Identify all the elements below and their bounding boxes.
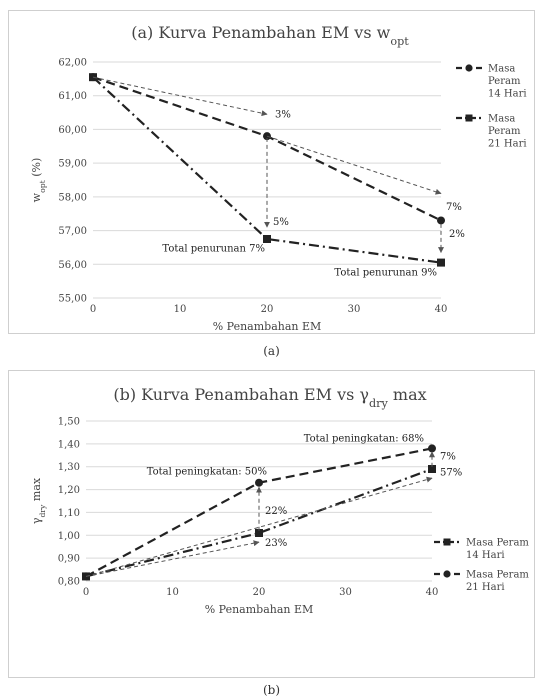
annotation-b-5: Total peningkatan: 68% — [304, 434, 424, 445]
y-tick-label-a: 62,00 — [58, 58, 87, 69]
annotation-a-4: Total penurunan 7% — [162, 243, 265, 254]
y-tick-label-b: 1,00 — [58, 531, 80, 542]
legend-label-a-1: Masa — [488, 114, 515, 125]
y-tick-label-a: 55,00 — [58, 294, 87, 305]
annotation-b-1: 23% — [265, 538, 287, 549]
annotation-b-2: 7% — [440, 451, 456, 462]
ann-arrow-a-1 — [266, 135, 442, 195]
y-tick-label-a: 56,00 — [58, 260, 87, 271]
legend-marker-a-1 — [465, 114, 473, 122]
chart-panel-a — [8, 10, 535, 334]
x-tick-label-b: 30 — [339, 587, 352, 598]
ann-arrow-a-0 — [92, 76, 268, 117]
data-point-a-1 — [437, 258, 445, 267]
data-point-b-0 — [255, 529, 263, 537]
y-tick-label-a: 60,00 — [58, 125, 87, 136]
caption-b: (b) — [262, 683, 281, 697]
data-point-a-1 — [263, 235, 271, 243]
series-line-b-0 — [85, 467, 433, 578]
annotation-a-0: 3% — [275, 109, 291, 120]
legend-label-a-0: Masa — [488, 64, 515, 75]
y-tick-label-a: 61,00 — [58, 91, 87, 102]
legend-label-b-1: 21 Hari — [466, 582, 505, 593]
x-tick-label-b: 20 — [253, 587, 266, 598]
annotation-a-3: 2% — [449, 229, 465, 240]
y-tick-label-b: 1,20 — [58, 485, 80, 496]
y-tick-label-a: 58,00 — [58, 192, 87, 203]
y-axis-label-b: γdry max — [30, 477, 47, 524]
data-point-b-1 — [428, 444, 436, 453]
y-tick-label-b: 1,50 — [58, 417, 80, 428]
data-point-b-0 — [428, 465, 436, 473]
x-tick-label-a: 40 — [435, 304, 448, 315]
y-axis-label-a: wopt (%) — [30, 158, 47, 203]
legend-label-b-0: Masa Peram — [466, 538, 529, 549]
x-tick-label-b: 40 — [426, 587, 439, 598]
y-tick-label-a: 57,00 — [58, 226, 87, 237]
data-point-b-1 — [255, 478, 263, 487]
legend-marker-b-0 — [443, 538, 451, 546]
legend-label-a-1: Peram — [488, 126, 521, 137]
annotation-a-1: 7% — [446, 202, 462, 213]
x-axis-label-a: % Penambahan EM — [213, 320, 322, 333]
y-tick-label-b: 1,40 — [58, 439, 80, 450]
x-tick-label-a: 0 — [90, 304, 96, 315]
legend-label-b-1: Masa Peram — [466, 570, 529, 581]
x-tick-label-a: 10 — [174, 304, 187, 315]
legend-label-a-0: Peram — [488, 76, 521, 87]
x-axis-label-b: % Penambahan EM — [205, 603, 314, 616]
annotation-b-0: 22% — [265, 506, 287, 517]
legend-marker-b-1 — [443, 570, 451, 578]
annotation-a-2: 5% — [273, 217, 289, 228]
caption-a: (a) — [263, 344, 280, 358]
annotation-a-5: Total penurunan 9% — [334, 268, 437, 279]
y-tick-label-b: 1,10 — [58, 508, 80, 519]
y-tick-label-b: 0,80 — [58, 577, 80, 588]
x-tick-label-b: 10 — [166, 587, 179, 598]
chart-title-a: (a) Kurva Penambahan EM vs wopt — [131, 23, 409, 48]
annotation-b-3: 57% — [440, 467, 462, 478]
x-tick-label-a: 30 — [348, 304, 361, 315]
legend-marker-a-0 — [465, 64, 473, 72]
series-line-a-1 — [92, 76, 442, 264]
x-tick-label-b: 0 — [83, 587, 89, 598]
x-tick-label-a: 20 — [261, 304, 274, 315]
legend-label-b-0: 14 Hari — [466, 550, 505, 561]
legend-label-a-0: 14 Hari — [488, 89, 527, 100]
y-tick-label-a: 59,00 — [58, 159, 87, 170]
data-point-a-0 — [437, 216, 445, 225]
y-tick-label-b: 0,90 — [58, 554, 80, 565]
ann-arrow-b-0 — [85, 540, 260, 577]
chart-title-b: (b) Kurva Penambahan EM vs γdry max — [113, 385, 426, 410]
ann-arrow-b-1 — [85, 476, 433, 577]
legend-label-a-1: 21 Hari — [488, 139, 527, 150]
y-tick-label-b: 1,30 — [58, 462, 80, 473]
annotation-b-4: Total peningkatan: 50% — [147, 467, 267, 478]
